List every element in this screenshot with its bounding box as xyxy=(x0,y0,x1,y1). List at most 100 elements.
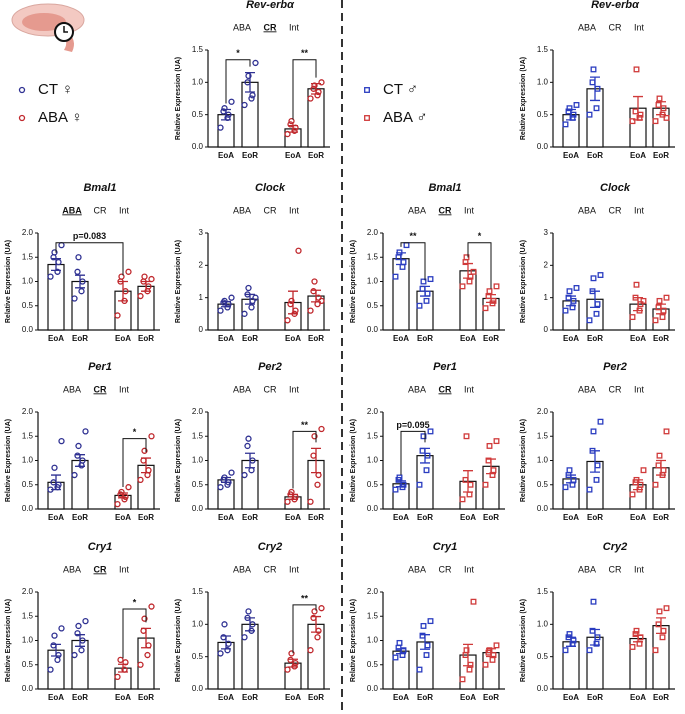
chart-title: Rev-erbα xyxy=(246,0,295,11)
data-point xyxy=(288,650,295,657)
chart-title: Bmal1 xyxy=(428,182,461,194)
error-bar xyxy=(486,458,496,475)
data-point xyxy=(590,275,597,282)
data-point xyxy=(318,605,325,612)
data-point xyxy=(75,442,82,450)
stat-label: CR xyxy=(264,564,277,574)
error-bar xyxy=(51,258,61,271)
x-tick-label: EoR xyxy=(587,334,603,343)
y-tick-label: 0.5 xyxy=(22,480,34,489)
data-point xyxy=(311,278,318,285)
stat-label: Int xyxy=(464,205,475,215)
x-tick-label: EoA xyxy=(285,693,301,702)
error-bar xyxy=(288,290,298,315)
x-tick-label: EoA xyxy=(285,151,301,160)
error-bar xyxy=(221,108,231,121)
legend-label: CT ♂ xyxy=(383,81,418,98)
x-tick-label: EoR xyxy=(483,513,499,522)
error-bar xyxy=(288,493,298,500)
x-tick-label: EoA xyxy=(48,334,64,343)
error-bar xyxy=(566,295,576,307)
error-bar xyxy=(141,280,151,292)
error-bar xyxy=(141,627,151,649)
x-tick-label: EoA xyxy=(630,151,646,160)
y-tick-label: 2.0 xyxy=(537,407,549,416)
x-tick-label: EoA xyxy=(630,513,646,522)
x-tick-label: EoA xyxy=(393,334,409,343)
error-bar xyxy=(396,648,406,655)
data-point xyxy=(420,623,427,629)
data-point xyxy=(71,295,78,302)
error-bar xyxy=(75,634,85,647)
error-bar xyxy=(221,635,231,650)
x-tick-label: EoA xyxy=(285,513,301,522)
stat-label: CR xyxy=(609,384,622,394)
error-bar xyxy=(118,280,128,302)
error-bar xyxy=(420,285,430,297)
stat-label: ABA xyxy=(578,384,596,394)
x-tick-label: EoR xyxy=(308,151,324,160)
data-point xyxy=(241,634,248,641)
chart-title: Cry2 xyxy=(258,541,282,553)
data-point xyxy=(573,285,580,291)
data-point xyxy=(420,278,427,285)
x-tick-label: EoA xyxy=(218,513,234,522)
data-point xyxy=(562,121,569,128)
data-point xyxy=(47,273,54,280)
stat-label: CR xyxy=(94,205,107,215)
y-tick-label: 1.0 xyxy=(22,456,34,465)
significance-bracket xyxy=(292,59,317,120)
significance-bracket xyxy=(225,59,251,104)
x-tick-label: EoR xyxy=(653,151,669,160)
x-tick-label: EoA xyxy=(218,151,234,160)
error-bar xyxy=(51,474,61,491)
y-tick-label: 0.5 xyxy=(537,652,549,661)
data-point xyxy=(118,488,125,496)
y-tick-label: 0.5 xyxy=(537,110,549,119)
legend-item: CT ♂ xyxy=(364,81,418,98)
chart-panel: Cry2 ABA CR Int Relative Expression (UA) 0.0 0… xyxy=(520,541,675,702)
chart-panel: Cry2 ABA CR Int Relative Expression (UA) 0.0 0… xyxy=(175,541,330,702)
significance-label: ** xyxy=(301,420,309,430)
y-tick-label: 2.0 xyxy=(367,228,379,237)
y-tick-label: 2.0 xyxy=(22,407,34,416)
data-point xyxy=(427,618,434,625)
x-tick-label: EoA xyxy=(218,334,234,343)
data-point xyxy=(597,418,604,425)
stat-label: CR xyxy=(439,384,452,394)
x-tick-label: EoA xyxy=(630,693,646,702)
x-tick-label: EoR xyxy=(587,513,603,522)
stat-label: ABA xyxy=(233,384,251,394)
x-tick-label: EoR xyxy=(242,513,258,522)
stat-label: ABA xyxy=(578,205,596,215)
x-tick-label: EoA xyxy=(563,513,579,522)
data-point xyxy=(141,273,148,280)
y-tick-label: 0.5 xyxy=(192,480,204,489)
error-bar xyxy=(288,125,298,133)
x-tick-label: EoA xyxy=(218,693,234,702)
error-bar xyxy=(221,300,231,308)
y-tick-label: 2.0 xyxy=(367,587,379,596)
stat-label: CR xyxy=(264,22,277,32)
data-point xyxy=(463,433,470,440)
stat-label: Int xyxy=(119,564,130,574)
y-tick-label: 1.5 xyxy=(537,431,549,440)
legend-item: ABA ♂ xyxy=(364,109,428,126)
data-point xyxy=(655,462,662,469)
x-tick-label: EoR xyxy=(308,513,324,522)
stat-label: Int xyxy=(119,384,130,394)
data-point xyxy=(633,66,640,73)
data-point xyxy=(245,608,252,615)
data-point xyxy=(656,297,663,304)
data-point xyxy=(463,647,470,654)
stat-label: ABA xyxy=(62,205,82,215)
data-point xyxy=(569,304,576,311)
error-bar xyxy=(420,634,430,650)
chart-panel: Cry1 ABA CR Int Relative Expression (UA) 0.0 0… xyxy=(5,541,160,702)
error-bar xyxy=(566,636,576,647)
x-tick-label: EoA xyxy=(460,513,476,522)
error-bar xyxy=(245,452,255,469)
data-point xyxy=(652,647,659,654)
y-tick-label: 1.5 xyxy=(367,431,379,440)
data-point xyxy=(652,317,659,324)
